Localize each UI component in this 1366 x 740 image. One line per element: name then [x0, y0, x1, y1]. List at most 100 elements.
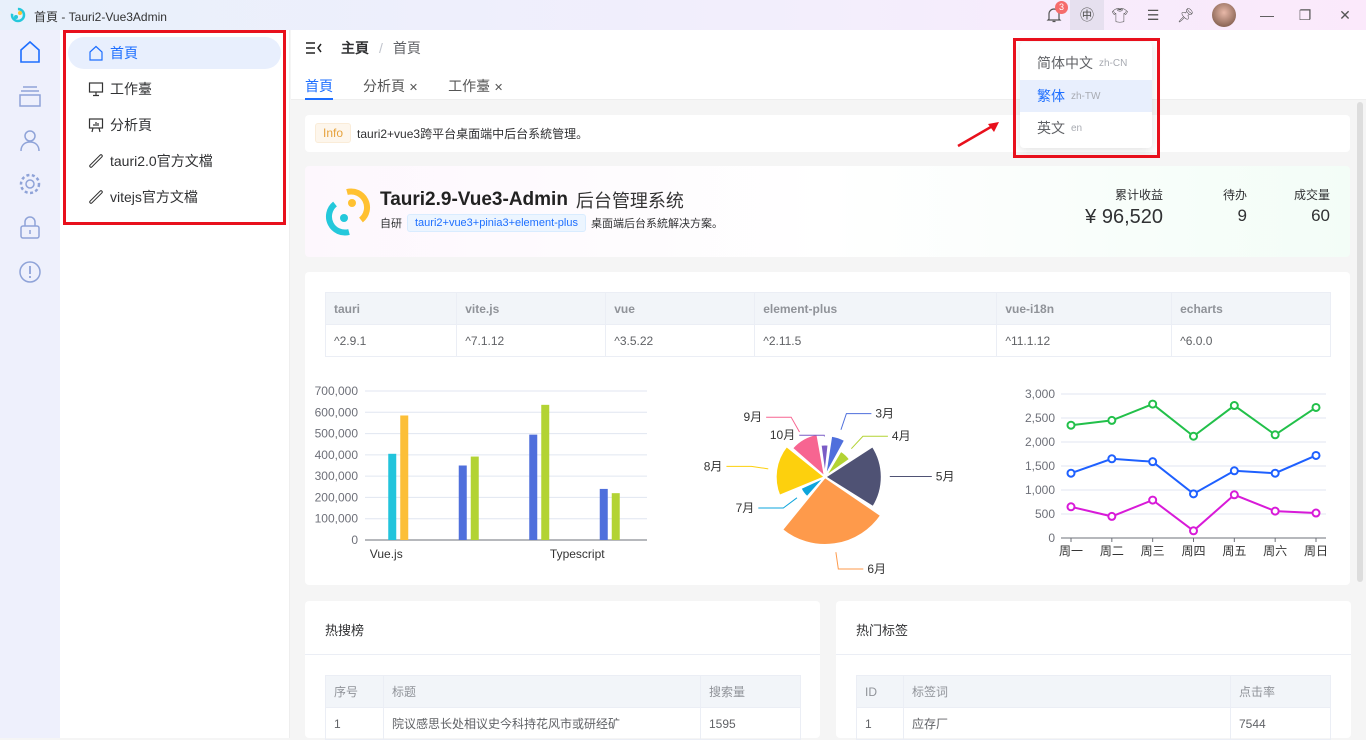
- close-icon[interactable]: ✕: [494, 82, 503, 94]
- language-icon: ㊥: [1080, 5, 1094, 25]
- y-tick-label: 400,000: [315, 448, 359, 462]
- user-icon[interactable]: [18, 128, 42, 152]
- y-tick-label: 1,000: [1025, 483, 1055, 497]
- avatar[interactable]: [1212, 3, 1236, 27]
- skin-button[interactable]: 👕︎: [1103, 0, 1137, 30]
- app-logo-icon: [10, 7, 26, 23]
- y-tick-label: 700,000: [315, 384, 359, 398]
- info-icon[interactable]: [18, 260, 42, 284]
- collapse-menu-icon[interactable]: [305, 41, 323, 55]
- language-button[interactable]: ㊥: [1070, 0, 1104, 30]
- data-point: [1068, 503, 1075, 510]
- maximize-icon: ❐: [1299, 7, 1312, 24]
- pie-label-line: [841, 414, 871, 430]
- data-point: [1272, 470, 1279, 477]
- data-point: [1313, 510, 1320, 517]
- bar: [529, 435, 537, 540]
- pie-label: 6月: [867, 562, 886, 576]
- notification-button[interactable]: 3: [1037, 0, 1071, 30]
- tab-home[interactable]: 首頁: [305, 76, 333, 96]
- gear-icon[interactable]: [18, 172, 42, 196]
- data-point: [1068, 470, 1075, 477]
- lock-icon[interactable]: [18, 216, 42, 240]
- hero-desc-suffix: 桌面端后台系統解决方案。: [591, 215, 723, 231]
- bar: [612, 493, 620, 540]
- info-tag: Info: [315, 123, 351, 143]
- shirt-icon: 👕︎: [1111, 7, 1129, 24]
- card-title: 热搜榜: [325, 620, 364, 639]
- column-header: 点击率: [1231, 676, 1331, 708]
- pie-label: 7月: [736, 501, 755, 515]
- pin-button[interactable]: 📌︎: [1169, 0, 1203, 30]
- pie-label: 5月: [936, 469, 955, 483]
- minimize-button[interactable]: —: [1250, 0, 1284, 30]
- stat-label: 累计收益: [1115, 186, 1163, 203]
- data-point: [1313, 404, 1320, 411]
- home-icon[interactable]: [18, 40, 42, 64]
- notification-badge: 3: [1055, 1, 1068, 14]
- x-tick-label: 周三: [1141, 544, 1165, 558]
- pie-label-line: [836, 552, 863, 569]
- stat-label: 成交量: [1294, 186, 1330, 203]
- title-bar: 首頁 - Tauri2-Vue3Admin 3 ㊥ 👕︎ ☰ 📌︎ — ❐ ✕: [0, 0, 1366, 30]
- tab-workbench[interactable]: 工作臺 ✕: [448, 76, 503, 96]
- data-point: [1272, 508, 1279, 515]
- pie-label: 8月: [704, 459, 723, 473]
- bar: [388, 454, 396, 540]
- header: 主頁 / 首頁 首頁 分析頁 ✕ 工作臺 ✕: [291, 30, 1366, 100]
- data-point: [1149, 497, 1156, 504]
- close-icon[interactable]: ✕: [409, 82, 418, 94]
- data-point: [1231, 467, 1238, 474]
- annotation-box-language: [1013, 38, 1160, 158]
- minimize-icon: —: [1260, 7, 1274, 23]
- bar: [471, 457, 479, 540]
- icon-rail: [0, 30, 60, 738]
- charts: 0100,000200,000300,000400,000500,000600,…: [305, 272, 1350, 585]
- cell: 1: [326, 708, 384, 740]
- breadcrumb-item[interactable]: 主頁: [341, 38, 369, 58]
- cell: 1595: [701, 708, 801, 740]
- maximize-button[interactable]: ❐: [1288, 0, 1322, 30]
- bar: [600, 489, 608, 540]
- data-point: [1231, 402, 1238, 409]
- y-tick-label: 0: [1048, 531, 1055, 545]
- y-tick-label: 3,000: [1025, 387, 1055, 401]
- x-tick-label: 周一: [1059, 544, 1083, 558]
- tab-label: 工作臺: [448, 78, 490, 94]
- pie-label-line: [758, 498, 797, 508]
- data-point: [1108, 455, 1115, 462]
- column-header: ID: [857, 676, 904, 708]
- x-tick-label: 周六: [1263, 544, 1287, 558]
- layers-icon[interactable]: [18, 84, 42, 108]
- bar: [400, 415, 408, 540]
- cell: 7544: [1231, 708, 1331, 740]
- data-point: [1068, 422, 1075, 429]
- stat-value: 9: [1238, 206, 1247, 226]
- column-header: 搜索量: [701, 676, 801, 708]
- close-button[interactable]: ✕: [1328, 0, 1362, 30]
- hero-title: Tauri2.9-Vue3-Admin: [380, 189, 568, 211]
- data-point: [1190, 433, 1197, 440]
- tab-analysis[interactable]: 分析頁 ✕: [363, 76, 418, 96]
- data-point: [1149, 401, 1156, 408]
- pie-label: 10月: [770, 428, 795, 442]
- y-tick-label: 0: [351, 533, 358, 547]
- hero-tech-tag: tauri2+vue3+pinia3+element-plus: [407, 214, 586, 232]
- x-tick-label: 周二: [1100, 544, 1124, 558]
- x-tick-label: Vue.js: [370, 547, 403, 561]
- y-tick-label: 2,500: [1025, 411, 1055, 425]
- scrollbar[interactable]: [1357, 102, 1363, 582]
- close-icon: ✕: [1339, 7, 1351, 24]
- x-tick-label: 周五: [1222, 544, 1246, 558]
- y-tick-label: 600,000: [315, 405, 359, 419]
- pie-label-line: [851, 436, 888, 448]
- pin-icon: 📌︎: [1177, 7, 1195, 24]
- settings-button[interactable]: ☰: [1136, 0, 1170, 30]
- data-point: [1190, 490, 1197, 497]
